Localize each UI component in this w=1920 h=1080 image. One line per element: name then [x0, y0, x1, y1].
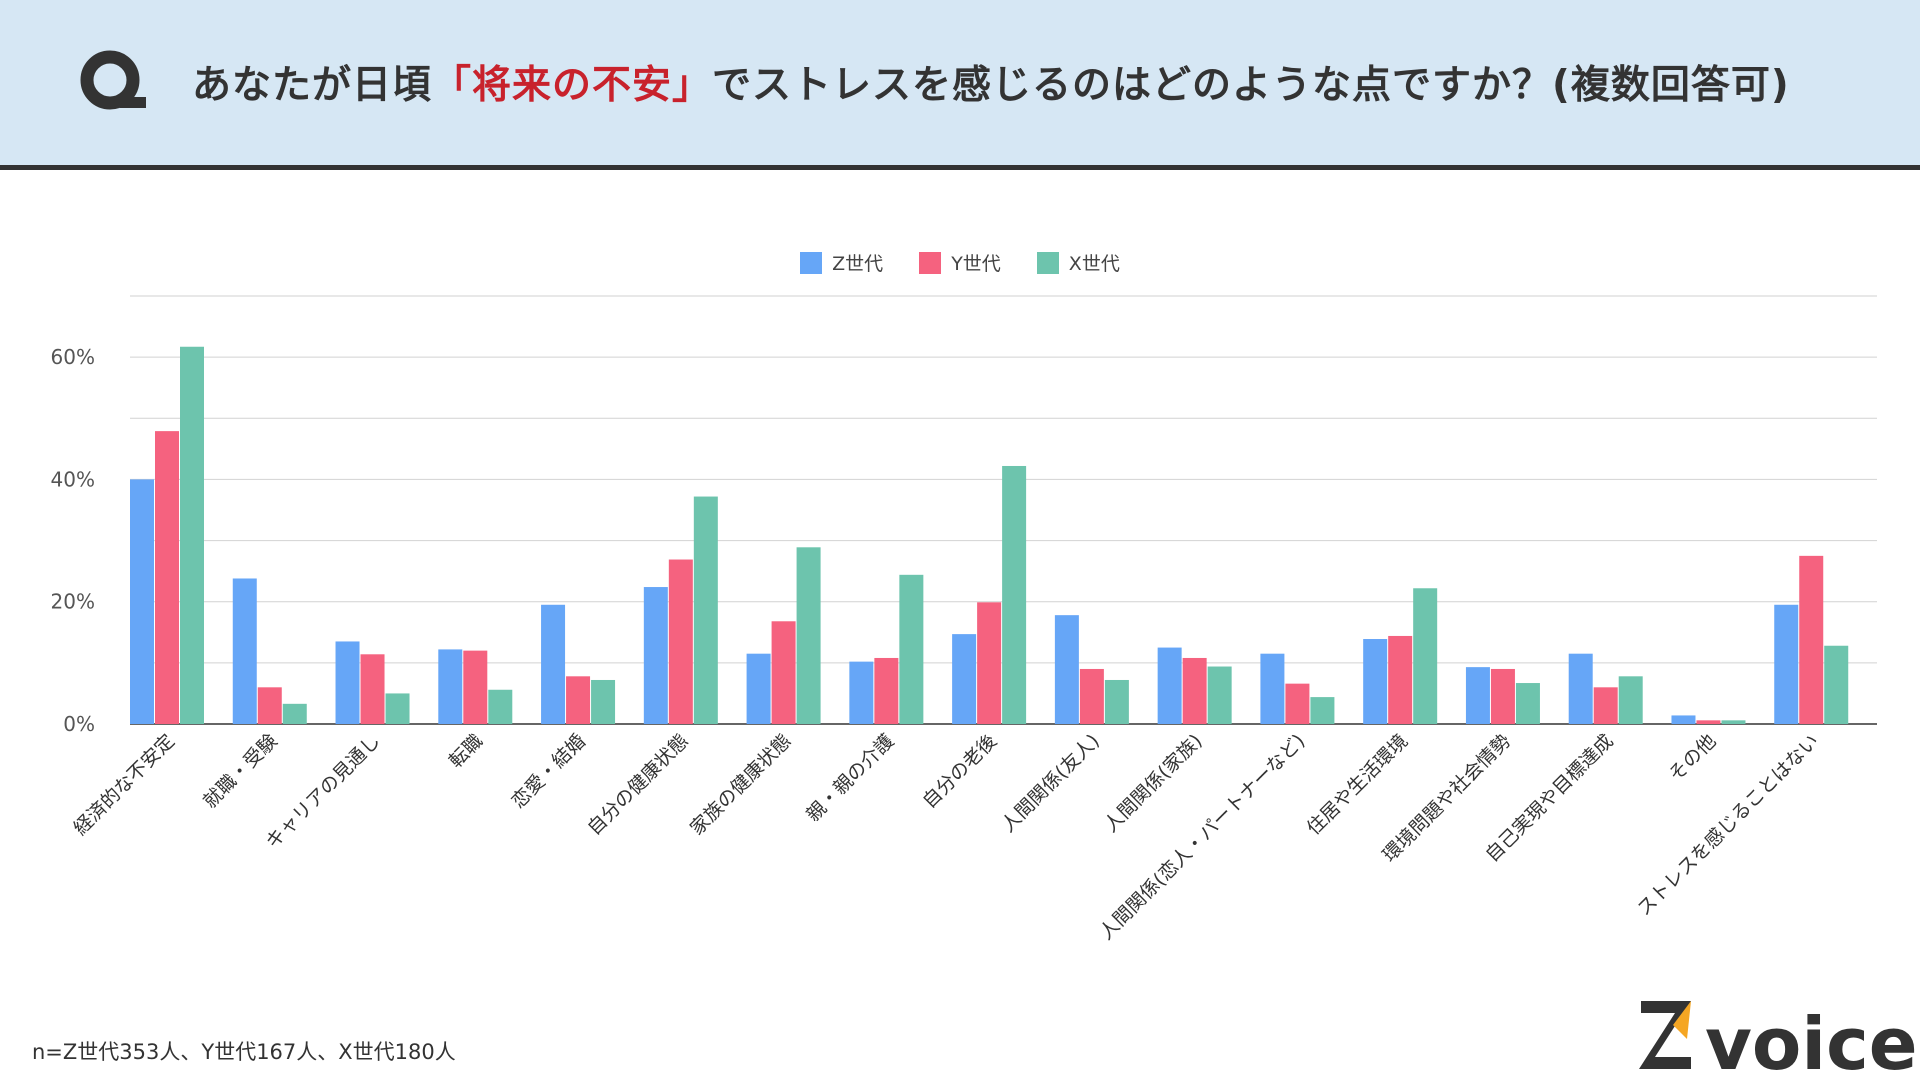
legend-item-z: Z世代 — [800, 249, 883, 276]
bar-x — [385, 693, 410, 724]
q-icon — [80, 50, 146, 110]
legend-label-z: Z世代 — [832, 253, 884, 275]
x-category-label: 住居や生活環境 — [1303, 730, 1413, 840]
y-tick-label: 60% — [51, 345, 95, 369]
bar-y — [668, 559, 693, 724]
bar-y — [771, 621, 796, 724]
bar-z — [952, 634, 977, 724]
bar-y — [360, 654, 385, 724]
legend-swatch-y — [919, 251, 942, 274]
title-before: あなたが日頃 — [192, 63, 433, 108]
y-tick-label: 20% — [51, 590, 95, 614]
bar-z — [1568, 653, 1593, 724]
bar-x — [1310, 697, 1335, 724]
bar-z — [1363, 639, 1388, 724]
x-category-label: 経済的な不安定 — [69, 730, 179, 840]
x-category-label: 自分の健康状態 — [583, 730, 693, 840]
x-category-label: 人間関係(恋人・パートナーなど) — [1095, 730, 1309, 944]
bar-x — [1413, 588, 1438, 724]
bar-y — [155, 431, 179, 724]
legend-swatch-x — [1036, 251, 1059, 274]
x-category-label: ストレスを感じることはない — [1633, 730, 1823, 920]
bar-y — [1696, 720, 1721, 724]
bar-y — [1388, 635, 1413, 724]
bar-z — [643, 587, 668, 724]
x-category-label: 転職 — [445, 730, 487, 772]
bar-x — [1104, 679, 1129, 724]
legend-label-x: X世代 — [1068, 253, 1120, 275]
bar-y — [1490, 668, 1515, 724]
bar-x — [1824, 645, 1849, 724]
bar-z — [438, 649, 463, 724]
legend-label-y: Y世代 — [951, 253, 1001, 275]
x-category-label: 人間関係(家族) — [1100, 730, 1207, 837]
bar-z — [746, 653, 771, 724]
bar-y — [1593, 687, 1618, 724]
logo-word: voice — [1705, 1002, 1918, 1080]
bar-x — [282, 703, 307, 724]
x-category-label: 恋愛・結婚 — [507, 730, 590, 813]
x-category-label: その他 — [1665, 730, 1721, 786]
bar-x — [1618, 676, 1643, 724]
bar-y — [1182, 657, 1207, 724]
page-title: あなたが日頃「将来の不安」でストレスを感じるのはどのような点ですか？(複数回答可… — [192, 54, 1790, 118]
bar-z — [849, 661, 874, 724]
bar-z — [335, 641, 360, 724]
bar-y — [1285, 683, 1310, 724]
bar-z — [1774, 604, 1799, 724]
bar-y — [874, 657, 899, 724]
chart-legend: Z世代 Y世代 X世代 — [0, 249, 1920, 276]
bar-x — [1207, 666, 1232, 724]
title-highlight: 「将来の不安」 — [432, 63, 713, 108]
bar-y — [1079, 668, 1104, 724]
bar-x — [693, 496, 718, 724]
bar-z — [541, 604, 566, 724]
bar-z — [1671, 715, 1696, 724]
bar-x — [1002, 465, 1027, 724]
x-category-label: 自分の老後 — [918, 730, 1001, 813]
bar-y — [257, 687, 282, 724]
legend-item-x: X世代 — [1036, 249, 1120, 276]
bar-y — [977, 602, 1002, 724]
bar-z — [1465, 667, 1490, 724]
x-category-label: 就職・受験 — [199, 730, 282, 813]
bar-z — [1260, 653, 1285, 724]
title-after: でストレスを感じるのはどのような点ですか？(複数回答可) — [712, 63, 1790, 108]
x-category-label: 親・親の介護 — [802, 730, 898, 826]
bar-x — [1515, 683, 1540, 724]
bar-y — [1799, 555, 1824, 724]
sample-size-note: n=Z世代353人、Y世代167人、X世代180人 — [32, 1040, 456, 1064]
bar-x — [591, 679, 616, 724]
bar-z — [1157, 647, 1182, 724]
bar-x — [796, 547, 821, 724]
bar-x — [488, 689, 513, 724]
x-category-label: キャリアの見通し — [262, 730, 385, 853]
y-tick-label: 0% — [63, 712, 95, 736]
bar-y — [566, 676, 591, 724]
header-banner: あなたが日頃「将来の不安」でストレスを感じるのはどのような点ですか？(複数回答可… — [0, 0, 1920, 170]
bar-z — [1054, 615, 1079, 724]
bar-x — [1721, 720, 1746, 724]
y-tick-label: 40% — [51, 467, 95, 491]
bar-z — [130, 479, 154, 724]
bar-z — [232, 578, 257, 724]
bar-y — [463, 650, 488, 724]
legend-item-y: Y世代 — [919, 249, 1001, 276]
bar-x — [899, 574, 924, 724]
x-category-label: 人間関係(友人) — [997, 730, 1104, 837]
legend-swatch-z — [800, 251, 823, 274]
x-category-label: 家族の健康状態 — [686, 730, 796, 840]
zvoice-logo: voice — [1639, 1001, 1918, 1080]
bar-x — [180, 346, 204, 724]
